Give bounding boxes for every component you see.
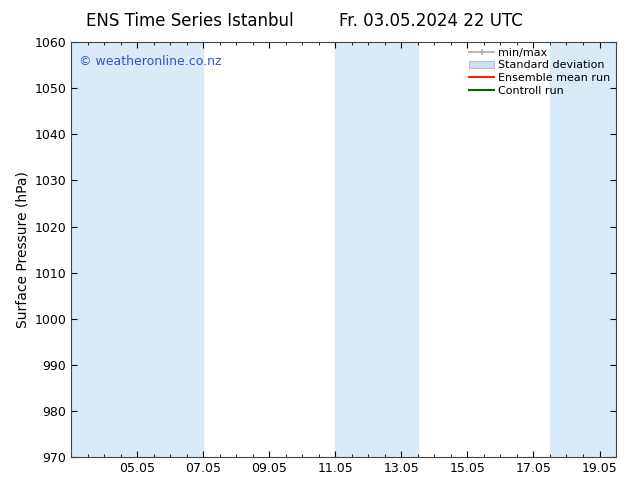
Legend: min/max, Standard deviation, Ensemble mean run, Controll run: min/max, Standard deviation, Ensemble me… [467,46,612,98]
Bar [335,42,418,457]
Text: ENS Time Series Istanbul: ENS Time Series Istanbul [86,12,294,30]
Bar [71,42,154,457]
Y-axis label: Surface Pressure (hPa): Surface Pressure (hPa) [15,171,29,328]
Bar [550,42,616,457]
Bar [154,42,204,457]
Text: © weatheronline.co.nz: © weatheronline.co.nz [79,54,222,68]
Text: Fr. 03.05.2024 22 UTC: Fr. 03.05.2024 22 UTC [339,12,523,30]
